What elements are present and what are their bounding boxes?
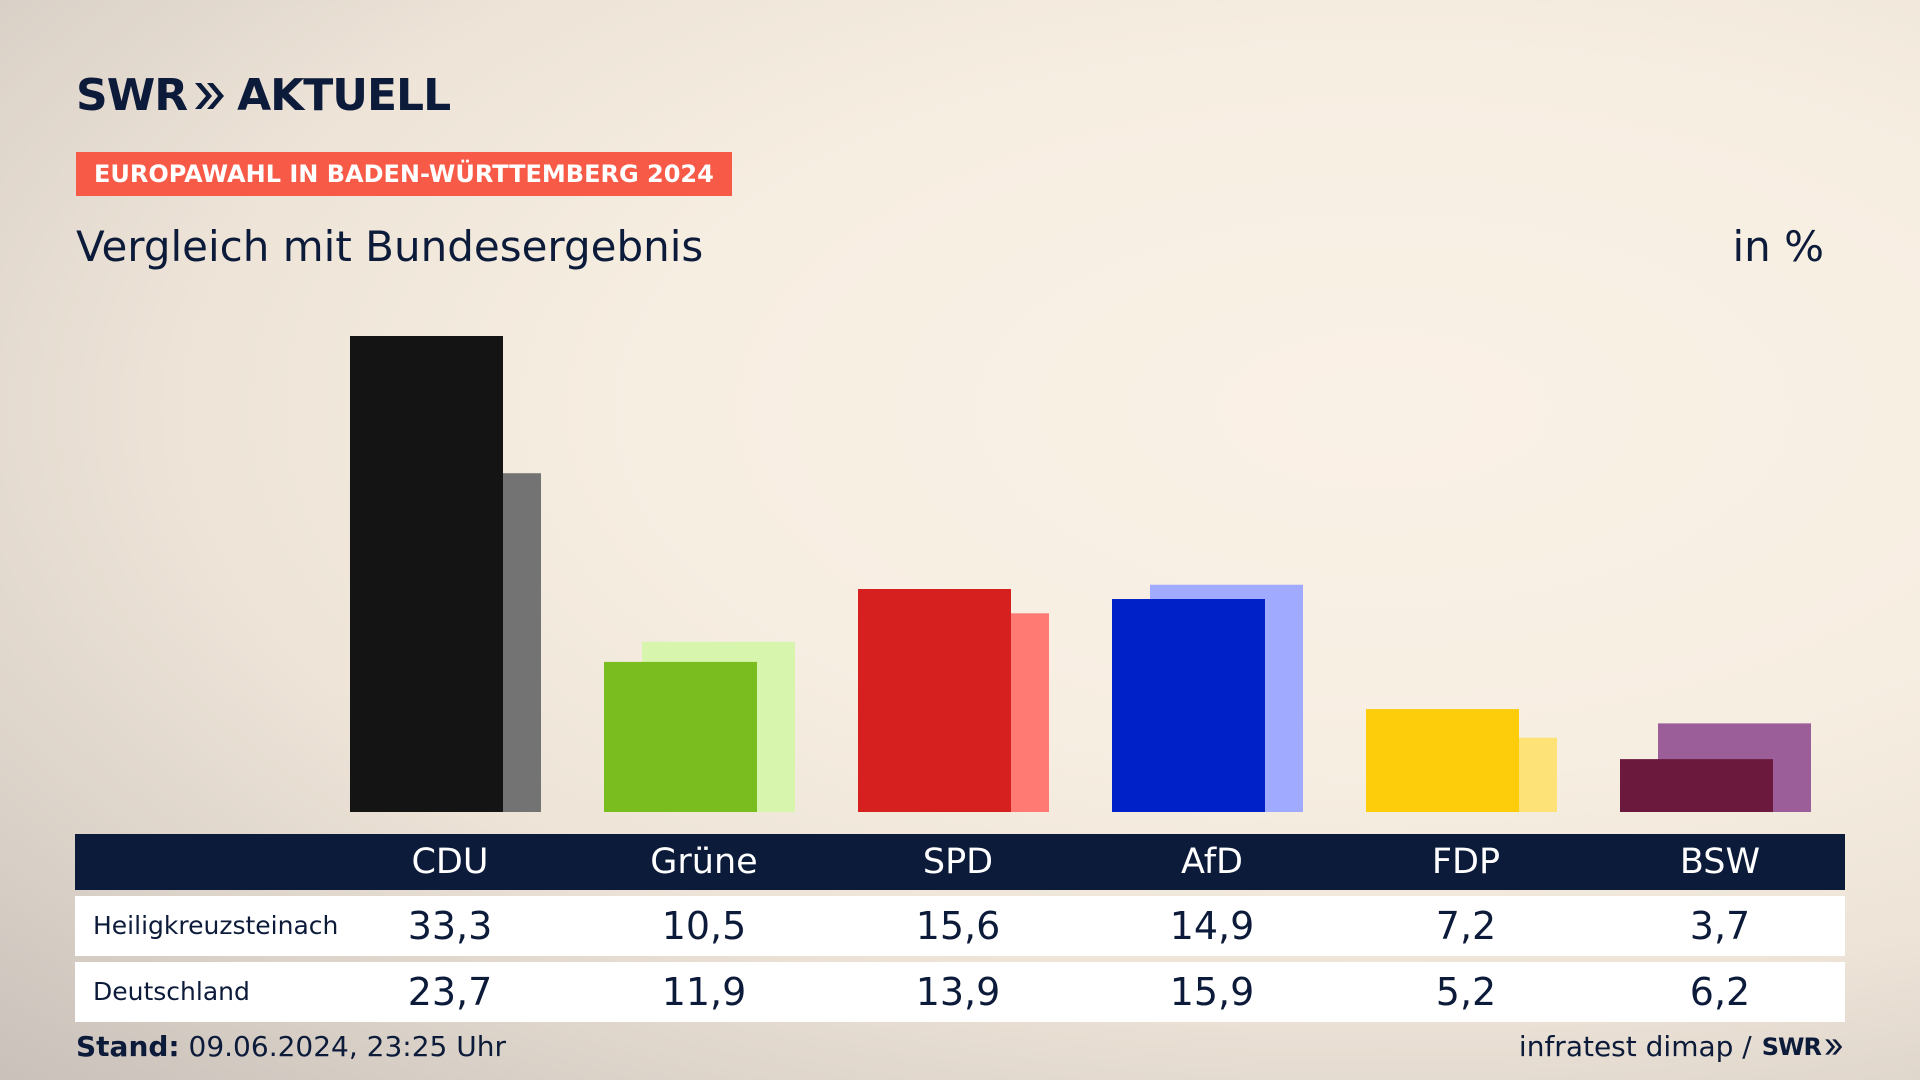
- source-credit: infratest dimap / SWR: [1519, 1030, 1844, 1063]
- chart-title: Vergleich mit Bundesergebnis: [76, 222, 704, 271]
- column-header: AfD: [1181, 842, 1243, 882]
- double-chevron-icon: [1825, 1038, 1843, 1055]
- column-header: CDU: [411, 842, 489, 882]
- logo-aktuell-text: AKTUELL: [237, 70, 451, 121]
- value-label: 3,7: [1689, 904, 1751, 948]
- timestamp: Stand: 09.06.2024, 23:25 Uhr: [76, 1030, 506, 1063]
- value-label: 23,7: [407, 970, 493, 1014]
- value-label: 13,9: [915, 970, 1001, 1014]
- value-label: 11,9: [661, 970, 747, 1014]
- stand-label: Stand:: [76, 1030, 180, 1063]
- row-label-deutschland: Deutschland: [93, 977, 250, 1006]
- bar-heiligkreuzsteinach-0: [350, 336, 503, 812]
- value-label: 15,9: [1169, 970, 1255, 1014]
- swr-footer-logo: SWR: [1762, 1033, 1844, 1061]
- column-header: Grüne: [650, 842, 758, 882]
- source-text: infratest dimap /: [1518, 1030, 1752, 1063]
- bar-heiligkreuzsteinach-5: [1620, 759, 1773, 812]
- swr-aktuell-logo: SWR AKTUELL: [76, 70, 451, 121]
- value-label: 15,6: [915, 904, 1001, 948]
- value-label: 6,2: [1689, 970, 1751, 1014]
- results-table: CDU Grüne SPD AfD FDP BSW Heiligkreuzsteinach…: [75, 834, 1845, 1022]
- bar-heiligkreuzsteinach-4: [1366, 709, 1519, 812]
- value-label: 7,2: [1435, 904, 1497, 948]
- bar-heiligkreuzsteinach-2: [858, 589, 1011, 812]
- stand-value: 09.06.2024, 23:25 Uhr: [188, 1030, 506, 1063]
- value-label: 33,3: [407, 904, 493, 948]
- double-chevron-icon: [193, 81, 227, 111]
- value-label: 10,5: [661, 904, 747, 948]
- bar-heiligkreuzsteinach-3: [1112, 599, 1265, 812]
- footer-logo-text: SWR: [1761, 1032, 1822, 1061]
- value-label: 14,9: [1169, 904, 1255, 948]
- table-row: Heiligkreuzsteinach 33,3 10,5 15,6 14,9 7,2 3…: [75, 896, 1845, 956]
- value-label: 5,2: [1435, 970, 1497, 1014]
- bar-heiligkreuzsteinach-1: [604, 661, 757, 812]
- election-badge: EUROPAWAHL IN BADEN-WÜRTTEMBERG 2024: [76, 152, 732, 196]
- table-row: Deutschland 23,7 11,9 13,9 15,9 5,2 6,2: [75, 962, 1845, 1022]
- logo-swr-text: SWR: [76, 70, 188, 121]
- bar-chart: [350, 336, 1811, 812]
- unit-label: in %: [1732, 222, 1824, 271]
- column-header: FDP: [1431, 842, 1501, 882]
- column-header: SPD: [922, 842, 994, 882]
- row-label-heiligkreuzsteinach: Heiligkreuzsteinach: [93, 911, 339, 940]
- column-header: BSW: [1679, 842, 1761, 882]
- table-header-row: CDU Grüne SPD AfD FDP BSW: [75, 834, 1845, 890]
